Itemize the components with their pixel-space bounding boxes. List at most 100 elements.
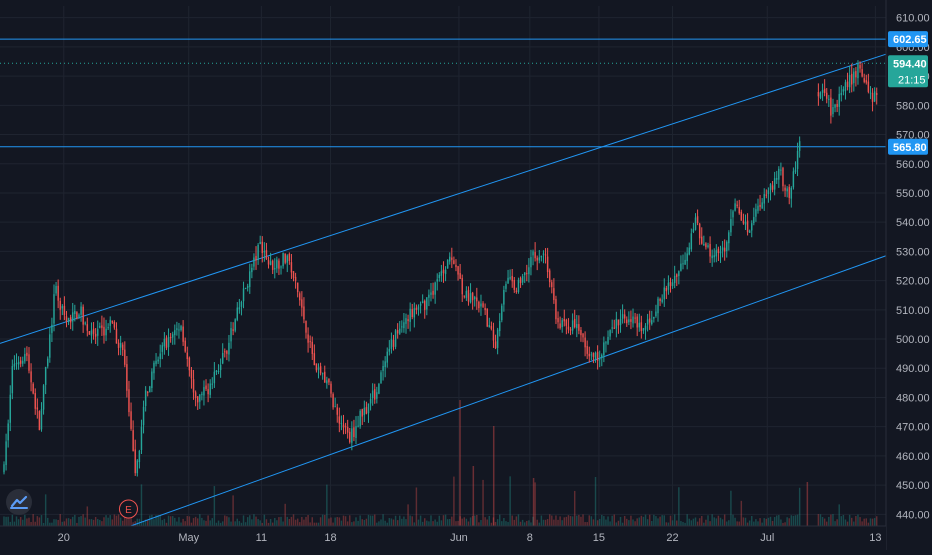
volume-bar — [292, 514, 295, 526]
candle-body — [403, 322, 405, 329]
volume-bar — [855, 516, 857, 526]
candle-body — [669, 281, 672, 287]
candle-body — [32, 383, 34, 394]
candle-body — [219, 364, 222, 371]
candle-body — [269, 261, 272, 265]
horizontal-levels — [0, 38, 886, 148]
volume-bar — [265, 519, 268, 526]
price-tick-label: 510.00 — [896, 305, 930, 317]
volume-bar — [92, 519, 95, 526]
volume-bar — [134, 521, 136, 526]
candle-body — [580, 329, 582, 336]
candle-body — [453, 260, 455, 264]
volume-bar — [257, 519, 259, 526]
volume-bar — [296, 518, 299, 526]
volume-bar — [303, 519, 305, 526]
candle-body — [726, 241, 728, 252]
volume-bar — [586, 522, 588, 526]
candle-body — [90, 330, 93, 336]
candle-body — [848, 75, 851, 88]
candle-body — [796, 150, 799, 169]
volume-bar — [353, 521, 355, 526]
candle-body — [86, 324, 89, 331]
volume-bar — [544, 519, 547, 526]
candle-body — [38, 411, 41, 431]
volume-bar — [396, 520, 399, 526]
volume-bar — [838, 504, 840, 526]
candle-body — [838, 93, 840, 107]
candle-body — [728, 232, 730, 244]
candle-body — [69, 317, 72, 323]
candle-body — [634, 317, 636, 319]
price-axis[interactable]: 440.00 450.00 460.00 470.00 480.00 490.00 500.… — [885, 0, 932, 550]
volume-bar — [696, 521, 699, 526]
volume-bar — [161, 520, 164, 526]
volume-bar — [217, 520, 220, 526]
candle-body — [186, 352, 189, 359]
volume-bar — [755, 519, 757, 526]
candle-body — [184, 340, 186, 352]
volume-bar — [711, 514, 713, 526]
volume-bar — [875, 516, 878, 526]
candle-body — [753, 217, 755, 224]
time-axis[interactable]: 20 May 11 18 Jun 8 15 22 Jul 13 — [0, 525, 886, 550]
volume-bar — [617, 520, 620, 526]
volume-bar — [442, 515, 445, 526]
candle-body — [405, 318, 407, 324]
volume-bar — [646, 519, 649, 526]
volume-bar — [578, 514, 580, 526]
candle-body — [538, 257, 541, 261]
volume-bar — [786, 517, 788, 526]
volume-bar — [78, 516, 80, 526]
candle-body — [28, 354, 30, 371]
volume-bar — [130, 516, 132, 526]
candle-body — [244, 287, 247, 289]
candle-body — [369, 398, 372, 404]
volume-bar — [596, 520, 599, 526]
candle-body — [855, 71, 857, 78]
volume-bar — [376, 522, 378, 526]
volume-bar — [61, 521, 64, 526]
volume-bar — [284, 503, 286, 526]
volume-bar — [26, 518, 28, 526]
candle-body — [274, 268, 276, 270]
volume-bar — [607, 516, 609, 526]
tradingview-logo-icon[interactable] — [6, 489, 32, 515]
volume-bar — [657, 518, 659, 526]
volume-bar — [788, 518, 790, 526]
candle-body — [828, 98, 830, 100]
volume-bar — [648, 514, 651, 526]
candle-body — [146, 391, 149, 393]
volume-bar — [111, 519, 114, 526]
candle-body — [288, 253, 291, 261]
candle-body — [480, 303, 482, 307]
volume-bar — [671, 520, 674, 526]
volume-bar — [759, 518, 761, 526]
candle-body — [869, 92, 872, 94]
candle-body — [430, 292, 432, 295]
volume-bar — [340, 520, 343, 526]
volume-bar — [105, 515, 107, 526]
candle-body — [253, 257, 255, 267]
volume-bar — [267, 522, 270, 526]
volume-bar — [673, 514, 676, 526]
volume-bar — [707, 515, 709, 526]
price-tick-label: 550.00 — [896, 188, 930, 200]
candle-body — [644, 325, 647, 330]
candle-body — [359, 410, 361, 427]
volume-bar — [478, 522, 480, 526]
candle-body — [380, 372, 382, 384]
candle-body — [840, 92, 843, 96]
candle-body — [584, 337, 586, 348]
candle-body — [825, 92, 828, 99]
candle-body — [180, 326, 182, 330]
candle-body — [561, 320, 563, 328]
candle-body — [680, 263, 682, 271]
volume-bar — [390, 518, 393, 526]
volume-bar — [503, 517, 505, 526]
volume-bar — [88, 519, 91, 526]
candle-body — [701, 236, 703, 244]
volume-bar — [644, 514, 647, 526]
